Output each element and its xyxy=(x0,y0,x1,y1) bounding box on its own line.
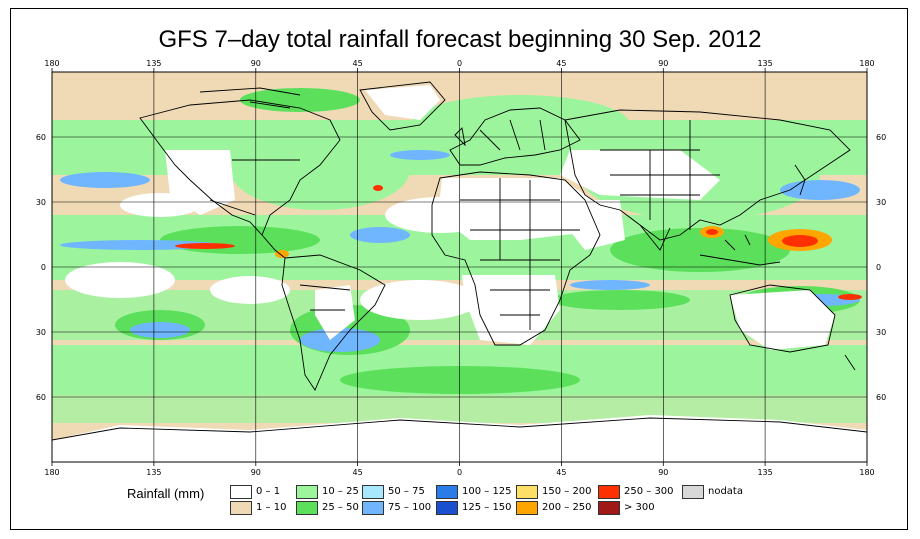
legend-swatch xyxy=(436,485,458,499)
legend-label: 100 – 125 xyxy=(462,486,512,497)
legend-label: 50 – 75 xyxy=(388,486,425,497)
lon-tick-marks xyxy=(51,68,868,466)
lat-tick-label: 30 xyxy=(876,328,886,337)
graticule xyxy=(52,72,867,462)
lon-tick-label: 180 xyxy=(859,468,874,477)
lat-tick-label: 60 xyxy=(36,133,46,142)
lat-labels-right: 60 30 0 30 60 xyxy=(876,133,886,402)
legend-swatch xyxy=(516,485,538,499)
lon-tick-label: 0 xyxy=(457,59,462,68)
legend-swatch xyxy=(516,501,538,515)
legend-swatch xyxy=(296,485,318,499)
map-title: GFS 7–day total rainfall forecast beginn… xyxy=(158,26,762,53)
legend-swatch xyxy=(362,485,384,499)
lon-tick-label: 90 xyxy=(658,59,668,68)
legend-swatch xyxy=(598,485,620,499)
lon-tick-label: 90 xyxy=(658,468,668,477)
lon-tick-label: 45 xyxy=(353,59,363,68)
lat-tick-label: 30 xyxy=(36,328,46,337)
lon-tick-label: 180 xyxy=(859,59,874,68)
legend-label: 1 – 10 xyxy=(256,502,287,513)
lon-labels-bottom: 180 135 90 45 0 45 90 135 180 xyxy=(44,468,874,477)
lon-tick-label: 135 xyxy=(757,468,772,477)
legend-swatch xyxy=(230,485,252,499)
legend-swatch xyxy=(296,501,318,515)
lon-tick-label: 45 xyxy=(556,468,566,477)
legend-title: Rainfall (mm) xyxy=(127,486,205,501)
lon-tick-label: 45 xyxy=(556,59,566,68)
legend-label: 10 – 25 xyxy=(322,486,359,497)
lon-tick-label: 0 xyxy=(457,468,462,477)
legend-label: 150 – 200 xyxy=(542,486,592,497)
legend-swatch xyxy=(436,501,458,515)
lon-tick-label: 180 xyxy=(44,468,59,477)
legend-label: 200 – 250 xyxy=(542,502,592,513)
lon-tick-label: 135 xyxy=(757,59,772,68)
legend-label: 125 – 150 xyxy=(462,502,512,513)
legend-label: 250 – 300 xyxy=(624,486,674,497)
lat-tick-label: 60 xyxy=(876,393,886,402)
legend-label: > 300 xyxy=(624,502,655,513)
legend-label: nodata xyxy=(708,486,743,497)
lon-labels-top: 180 135 90 45 0 45 90 135 180 xyxy=(44,59,874,68)
lon-tick-label: 90 xyxy=(251,468,261,477)
lat-tick-label: 0 xyxy=(876,263,881,272)
legend-swatch xyxy=(682,485,704,499)
legend-swatch xyxy=(230,501,252,515)
lon-tick-label: 45 xyxy=(353,468,363,477)
legend-swatch xyxy=(362,501,384,515)
lon-tick-label: 135 xyxy=(146,59,161,68)
lat-tick-label: 30 xyxy=(36,198,46,207)
lat-tick-label: 60 xyxy=(876,133,886,142)
coastlines xyxy=(52,81,867,441)
rain-heavy xyxy=(175,185,862,300)
legend-label: 75 – 100 xyxy=(388,502,432,513)
lat-tick-label: 60 xyxy=(36,393,46,402)
lat-tick-label: 30 xyxy=(876,198,886,207)
lon-tick-label: 180 xyxy=(44,59,59,68)
legend-label: 25 – 50 xyxy=(322,502,359,513)
legend-swatch xyxy=(598,501,620,515)
lon-tick-label: 135 xyxy=(146,468,161,477)
lat-labels-left: 60 30 0 30 60 xyxy=(36,133,46,402)
lon-tick-label: 90 xyxy=(251,59,261,68)
lat-tick-label: 0 xyxy=(41,263,46,272)
legend-label: 0 – 1 xyxy=(256,486,281,497)
